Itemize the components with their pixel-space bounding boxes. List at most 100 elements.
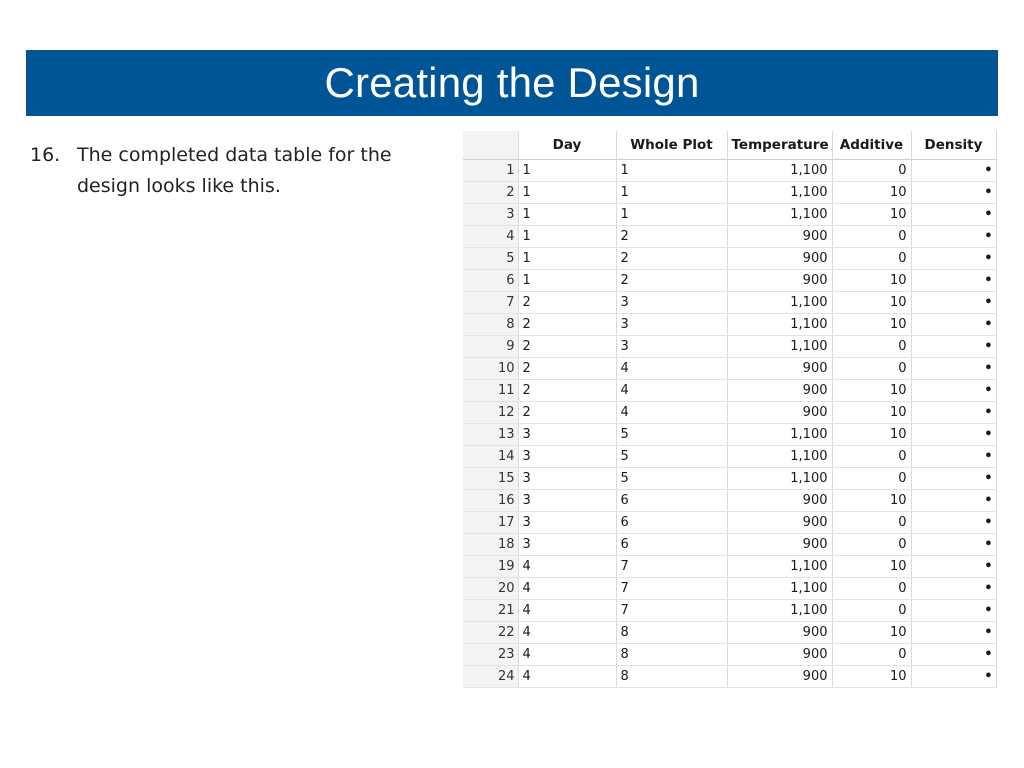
table-row[interactable]: 24 4 8 900 10 • — [463, 665, 997, 688]
cell-temperature[interactable]: 1,100 — [727, 555, 833, 578]
cell-day[interactable]: 2 — [518, 401, 617, 424]
cell-density[interactable]: • — [911, 291, 997, 314]
row-number-cell[interactable]: 15 — [463, 467, 519, 490]
cell-additive[interactable]: 10 — [832, 203, 912, 226]
cell-whole-plot[interactable]: 2 — [616, 269, 728, 292]
cell-density[interactable]: • — [911, 445, 997, 468]
table-row[interactable]: 14 3 5 1,100 0 • — [463, 445, 997, 468]
cell-additive[interactable]: 0 — [832, 533, 912, 556]
cell-whole-plot[interactable]: 3 — [616, 335, 728, 358]
cell-density[interactable]: • — [911, 335, 997, 358]
cell-temperature[interactable]: 900 — [727, 379, 833, 402]
cell-density[interactable]: • — [911, 511, 997, 534]
cell-day[interactable]: 3 — [518, 511, 617, 534]
row-number-cell[interactable]: 23 — [463, 643, 519, 666]
table-row[interactable]: 11 2 4 900 10 • — [463, 379, 997, 402]
cell-whole-plot[interactable]: 8 — [616, 621, 728, 644]
table-row[interactable]: 9 2 3 1,100 0 • — [463, 335, 997, 358]
row-number-cell[interactable]: 12 — [463, 401, 519, 424]
row-number-cell[interactable]: 24 — [463, 665, 519, 688]
table-row[interactable]: 15 3 5 1,100 0 • — [463, 467, 997, 490]
cell-temperature[interactable]: 900 — [727, 511, 833, 534]
cell-additive[interactable]: 10 — [832, 621, 912, 644]
cell-temperature[interactable]: 900 — [727, 665, 833, 688]
table-row[interactable]: 6 1 2 900 10 • — [463, 269, 997, 292]
cell-whole-plot[interactable]: 4 — [616, 401, 728, 424]
table-row[interactable]: 4 1 2 900 0 • — [463, 225, 997, 248]
cell-additive[interactable]: 0 — [832, 247, 912, 270]
cell-whole-plot[interactable]: 3 — [616, 291, 728, 314]
cell-day[interactable]: 1 — [518, 247, 617, 270]
cell-day[interactable]: 4 — [518, 599, 617, 622]
cell-temperature[interactable]: 900 — [727, 489, 833, 512]
cell-day[interactable]: 2 — [518, 335, 617, 358]
row-number-cell[interactable]: 20 — [463, 577, 519, 600]
cell-day[interactable]: 3 — [518, 533, 617, 556]
cell-density[interactable]: • — [911, 181, 997, 204]
cell-density[interactable]: • — [911, 401, 997, 424]
cell-temperature[interactable]: 1,100 — [727, 335, 833, 358]
cell-temperature[interactable]: 1,100 — [727, 577, 833, 600]
row-number-cell[interactable]: 18 — [463, 533, 519, 556]
cell-whole-plot[interactable]: 7 — [616, 555, 728, 578]
row-number-cell[interactable]: 9 — [463, 335, 519, 358]
cell-whole-plot[interactable]: 3 — [616, 313, 728, 336]
cell-day[interactable]: 4 — [518, 577, 617, 600]
table-row[interactable]: 1 1 1 1,100 0 • — [463, 159, 997, 182]
cell-whole-plot[interactable]: 1 — [616, 203, 728, 226]
row-number-cell[interactable]: 1 — [463, 159, 519, 182]
table-row[interactable]: 3 1 1 1,100 10 • — [463, 203, 997, 226]
row-number-cell[interactable]: 11 — [463, 379, 519, 402]
cell-density[interactable]: • — [911, 203, 997, 226]
cell-additive[interactable]: 10 — [832, 379, 912, 402]
cell-whole-plot[interactable]: 6 — [616, 533, 728, 556]
table-row[interactable]: 12 2 4 900 10 • — [463, 401, 997, 424]
row-number-cell[interactable]: 14 — [463, 445, 519, 468]
cell-whole-plot[interactable]: 4 — [616, 379, 728, 402]
cell-density[interactable]: • — [911, 665, 997, 688]
cell-density[interactable]: • — [911, 357, 997, 380]
cell-temperature[interactable]: 1,100 — [727, 181, 833, 204]
column-header-density[interactable]: Density — [911, 131, 997, 160]
column-header-day[interactable]: Day — [518, 131, 617, 160]
cell-day[interactable]: 1 — [518, 181, 617, 204]
cell-additive[interactable]: 0 — [832, 511, 912, 534]
cell-temperature[interactable]: 1,100 — [727, 445, 833, 468]
cell-density[interactable]: • — [911, 643, 997, 666]
table-row[interactable]: 16 3 6 900 10 • — [463, 489, 997, 512]
table-row[interactable]: 5 1 2 900 0 • — [463, 247, 997, 270]
cell-additive[interactable]: 10 — [832, 665, 912, 688]
cell-additive[interactable]: 10 — [832, 313, 912, 336]
cell-additive[interactable]: 0 — [832, 599, 912, 622]
row-number-cell[interactable]: 6 — [463, 269, 519, 292]
table-row[interactable]: 21 4 7 1,100 0 • — [463, 599, 997, 622]
cell-density[interactable]: • — [911, 269, 997, 292]
cell-whole-plot[interactable]: 8 — [616, 665, 728, 688]
cell-whole-plot[interactable]: 5 — [616, 423, 728, 446]
cell-additive[interactable]: 10 — [832, 401, 912, 424]
table-row[interactable]: 19 4 7 1,100 10 • — [463, 555, 997, 578]
cell-day[interactable]: 3 — [518, 423, 617, 446]
cell-additive[interactable]: 10 — [832, 181, 912, 204]
cell-density[interactable]: • — [911, 533, 997, 556]
cell-additive[interactable]: 10 — [832, 291, 912, 314]
row-number-cell[interactable]: 8 — [463, 313, 519, 336]
cell-whole-plot[interactable]: 1 — [616, 159, 728, 182]
cell-additive[interactable]: 10 — [832, 489, 912, 512]
table-row[interactable]: 7 2 3 1,100 10 • — [463, 291, 997, 314]
cell-day[interactable]: 2 — [518, 379, 617, 402]
row-number-cell[interactable]: 4 — [463, 225, 519, 248]
table-row[interactable]: 20 4 7 1,100 0 • — [463, 577, 997, 600]
cell-day[interactable]: 4 — [518, 555, 617, 578]
cell-temperature[interactable]: 1,100 — [727, 313, 833, 336]
row-number-cell[interactable]: 7 — [463, 291, 519, 314]
cell-temperature[interactable]: 1,100 — [727, 203, 833, 226]
cell-whole-plot[interactable]: 6 — [616, 489, 728, 512]
cell-day[interactable]: 1 — [518, 269, 617, 292]
row-number-cell[interactable]: 16 — [463, 489, 519, 512]
cell-additive[interactable]: 10 — [832, 269, 912, 292]
cell-whole-plot[interactable]: 8 — [616, 643, 728, 666]
cell-density[interactable]: • — [911, 247, 997, 270]
cell-temperature[interactable]: 900 — [727, 643, 833, 666]
cell-additive[interactable]: 0 — [832, 577, 912, 600]
